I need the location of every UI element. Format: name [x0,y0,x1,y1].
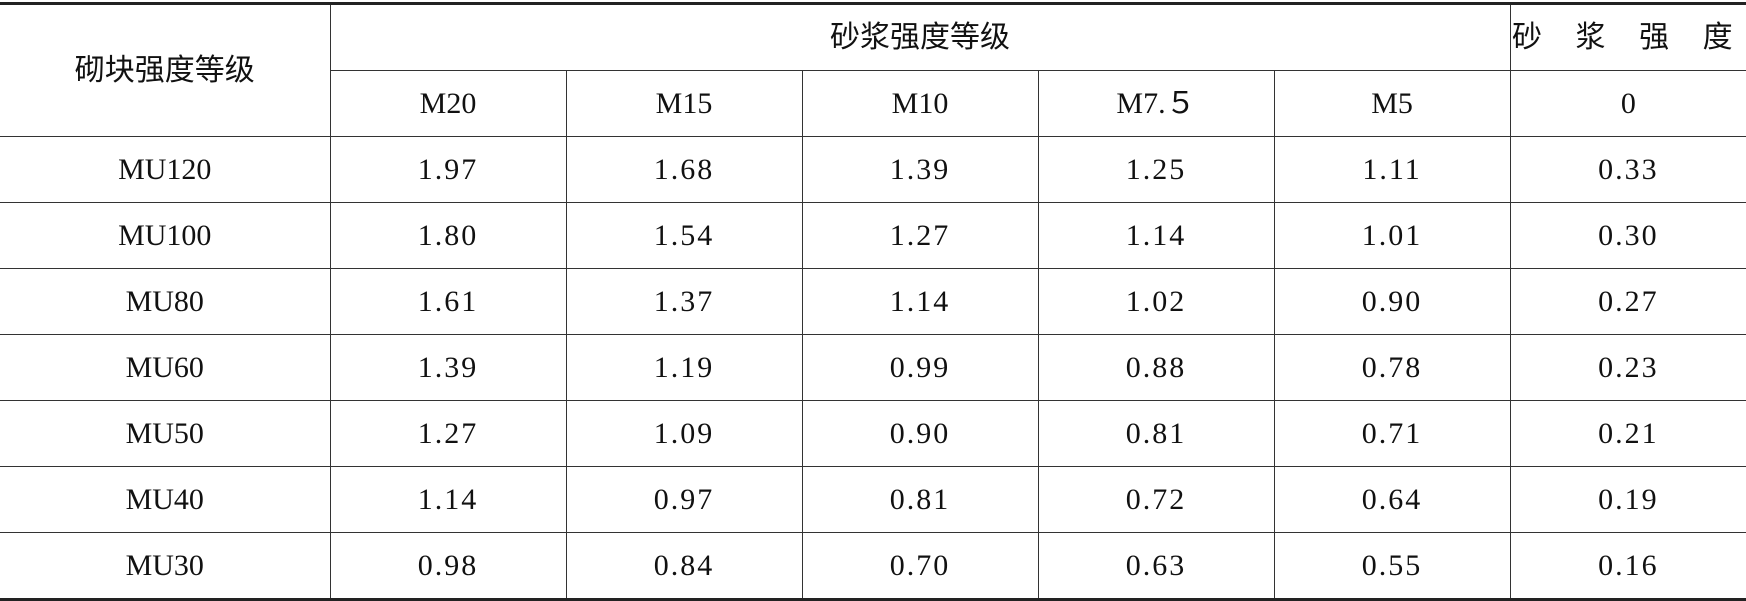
table-row: MU60 1.39 1.19 0.99 0.88 0.78 0.23 [0,334,1746,401]
table-cell: 0.88 [1037,334,1275,401]
table-cell: 1.14 [801,268,1039,335]
column-header: M5 [1273,70,1511,137]
table-cell: 0.72 [1037,466,1275,533]
column-header: M15 [565,70,803,137]
table-row: MU50 1.27 1.09 0.90 0.81 0.71 0.21 [0,400,1746,467]
table-cell: 0.55 [1273,532,1511,601]
row-label: MU100 [0,202,331,269]
column-header: 0 [1509,70,1746,137]
table-cell: 0.97 [565,466,803,533]
table-cell: 1.14 [1037,202,1275,269]
header-row-2: M20 M15 M10 M7.５ M5 0 [0,70,1746,137]
table-cell: 0.16 [1509,532,1746,601]
row-label: MU30 [0,532,331,601]
row-header-cell: 砌块强度等级 [0,2,331,137]
row-label: MU80 [0,268,331,335]
table-cell: 0.81 [801,466,1039,533]
table-cell: 1.14 [329,466,567,533]
row-label: MU50 [0,400,331,467]
table-cell: 0.33 [1509,136,1746,203]
table-cell: 0.81 [1037,400,1275,467]
table-row: MU40 1.14 0.97 0.81 0.72 0.64 0.19 [0,466,1746,533]
table-cell: 0.19 [1509,466,1746,533]
header-row-1: 砌块强度等级 砂浆强度等级 砂 浆 强 度 [0,2,1746,137]
table-cell: 1.25 [1037,136,1275,203]
table-cell: 0.98 [329,532,567,601]
table-cell: 1.37 [565,268,803,335]
table-row: MU30 0.98 0.84 0.70 0.63 0.55 0.16 [0,532,1746,601]
table-cell: 0.30 [1509,202,1746,269]
table-cell: 1.54 [565,202,803,269]
column-header: M20 [330,70,567,137]
table-cell: 0.21 [1509,400,1746,467]
table-cell: 1.27 [329,400,567,467]
row-label: MU40 [0,466,331,533]
table-cell: 0.78 [1273,334,1511,401]
table-cell: 0.64 [1273,466,1511,533]
table-row: MU80 1.61 1.37 1.14 1.02 0.90 0.27 [0,268,1746,335]
table-cell: 0.71 [1273,400,1511,467]
table-cell: 1.61 [329,268,567,335]
table-row: MU100 1.80 1.54 1.27 1.14 1.01 0.30 [0,202,1746,269]
table-cell: 1.97 [329,136,567,203]
table-cell: 1.27 [801,202,1039,269]
table-cell: 0.63 [1037,532,1275,601]
table-cell: 1.39 [329,334,567,401]
table-cell: 0.23 [1509,334,1746,401]
group-header-cell: 砂浆强度等级 [329,2,1511,71]
table-cell: 1.80 [329,202,567,269]
table-cell: 0.90 [801,400,1039,467]
column-header: M10 [801,70,1039,137]
table-row: MU120 1.97 1.68 1.39 1.25 1.11 0.33 [0,136,1746,203]
table-cell: 0.70 [801,532,1039,601]
column-header: M7.５ [1037,70,1275,137]
table-cell: 0.27 [1509,268,1746,335]
table-cell: 1.02 [1037,268,1275,335]
last-header-cell: 砂 浆 强 度 [1509,2,1746,71]
table-cell: 1.19 [565,334,803,401]
row-label: MU120 [0,136,331,203]
table-cell: 1.01 [1273,202,1511,269]
table-cell: 1.09 [565,400,803,467]
table-cell: 0.90 [1273,268,1511,335]
table-cell: 0.84 [565,532,803,601]
table-cell: 1.11 [1273,136,1511,203]
row-label: MU60 [0,334,331,401]
table-cell: 1.68 [565,136,803,203]
table-cell: 1.39 [801,136,1039,203]
table-cell: 0.99 [801,334,1039,401]
